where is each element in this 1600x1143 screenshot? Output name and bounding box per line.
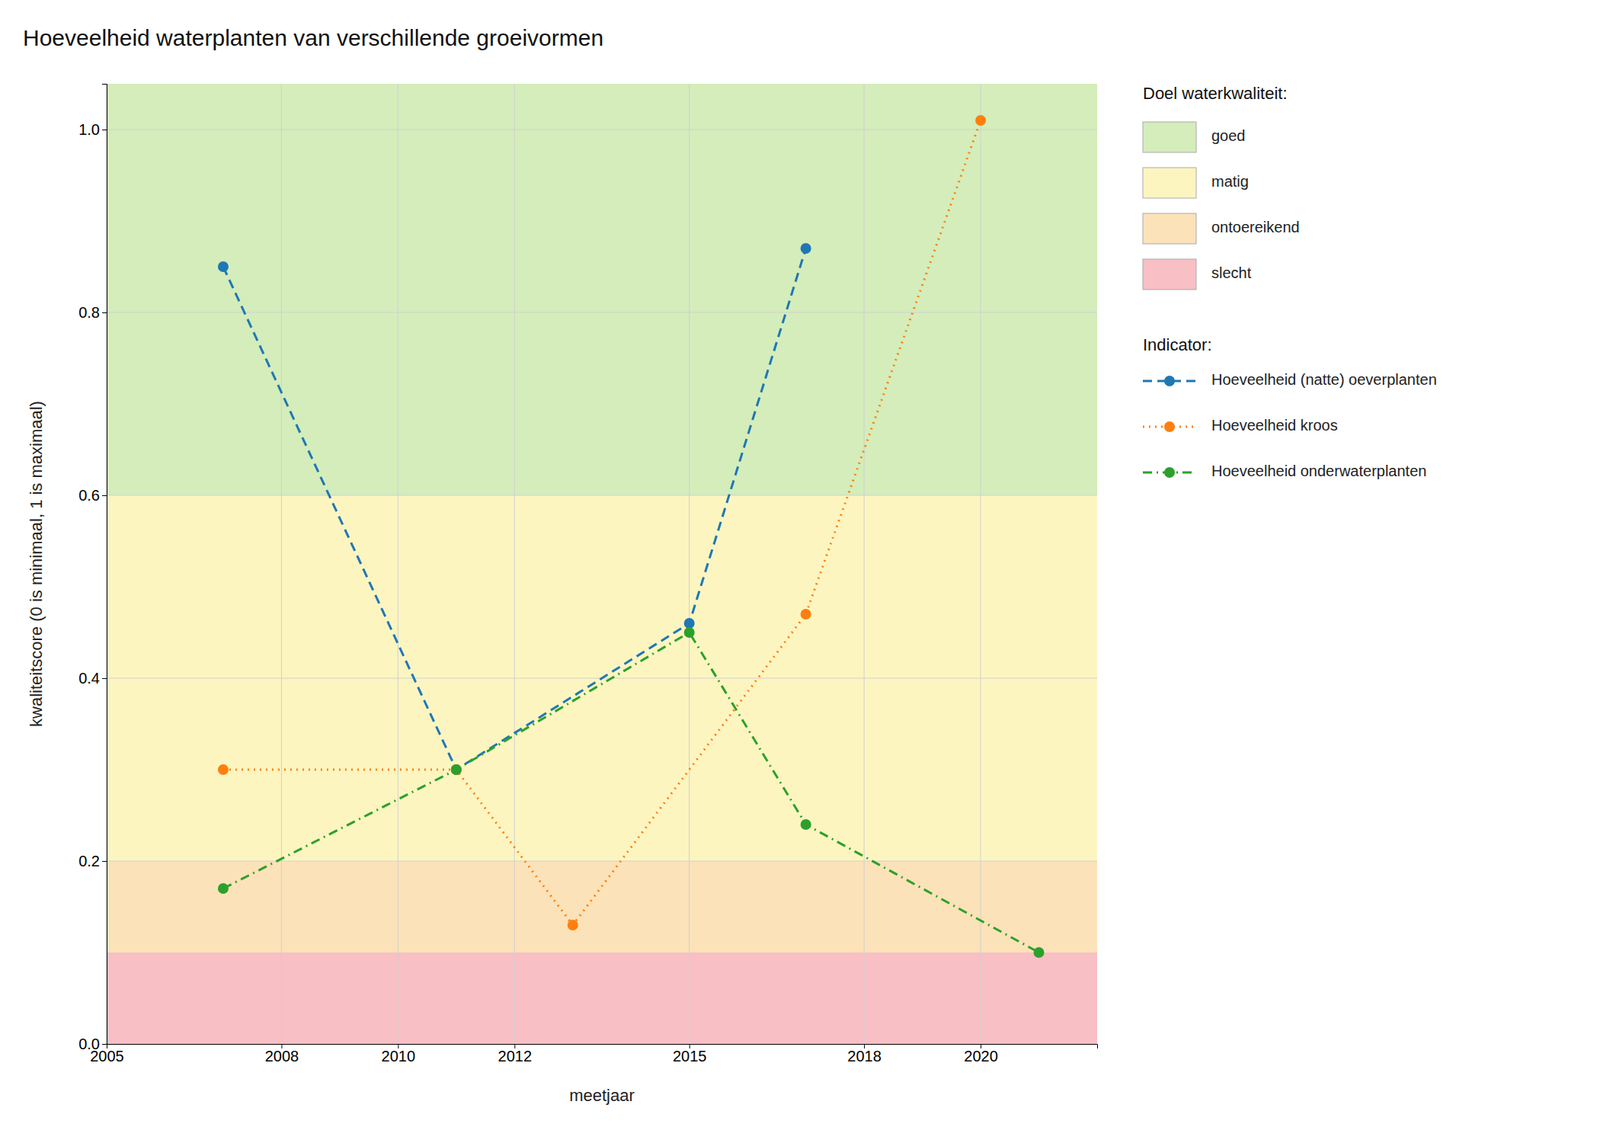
y-tick-mark bbox=[102, 860, 107, 862]
legend-label: Hoeveelheid onderwaterplanten bbox=[1211, 462, 1427, 480]
grid-line-y bbox=[106, 312, 1098, 314]
legend-title: Indicator: bbox=[1142, 335, 1213, 355]
x-tick-label: 2008 bbox=[265, 1047, 300, 1065]
x-axis-title: meetjaar bbox=[569, 1085, 635, 1105]
legend-label: slecht bbox=[1211, 264, 1252, 282]
x-axis: 2005200820102012201520182020 bbox=[89, 1043, 1098, 1065]
grid bbox=[106, 83, 1098, 1044]
legend-label: goed bbox=[1211, 127, 1246, 144]
y-tick-label: 0.6 bbox=[78, 486, 100, 504]
y-tick: 0.4 bbox=[78, 669, 107, 687]
legend-label: matig bbox=[1211, 172, 1249, 190]
series-line bbox=[223, 632, 1040, 953]
x-tick-label: 2015 bbox=[672, 1047, 708, 1065]
legend: Doel waterkwaliteit: goed matig ontoereiken… bbox=[1142, 83, 1437, 480]
legend-marker bbox=[1164, 375, 1175, 387]
series-point bbox=[684, 617, 695, 629]
grid-line-x bbox=[397, 83, 399, 1044]
series bbox=[217, 115, 1045, 958]
y-tick-mark bbox=[102, 678, 107, 679]
legend-title: Doel waterkwaliteit: bbox=[1142, 83, 1288, 103]
series-point bbox=[684, 627, 695, 638]
y-tick-label: 0.8 bbox=[78, 304, 100, 321]
grid-line-x bbox=[688, 83, 690, 1044]
series-line bbox=[223, 248, 807, 770]
y-tick-label: 1.0 bbox=[78, 121, 100, 138]
x-tick: 2020 bbox=[963, 1043, 999, 1065]
band bbox=[106, 860, 1098, 953]
legend-swatch bbox=[1142, 259, 1197, 290]
x-tick-label: 2012 bbox=[498, 1047, 533, 1065]
grid-line-x bbox=[514, 83, 516, 1044]
series-point bbox=[975, 115, 986, 126]
series-point bbox=[451, 764, 462, 775]
x-tick: 2008 bbox=[265, 1043, 300, 1065]
grid-line-y bbox=[106, 860, 1098, 862]
grid-line-x bbox=[281, 83, 282, 1044]
grid-line-x bbox=[864, 83, 865, 1044]
series-line bbox=[223, 120, 981, 925]
legend-marker bbox=[1164, 421, 1175, 432]
y-tick-mark bbox=[102, 495, 107, 496]
y-tick-label: 0.4 bbox=[78, 669, 100, 687]
legend-marker bbox=[1164, 467, 1175, 478]
y-axis: 0.0 0.2 0.4 0.6 0.8 1.0 bbox=[78, 84, 107, 1053]
x-tick-label: 2018 bbox=[847, 1047, 882, 1065]
y-axis-title: kwaliteitscore (0 is minimaal, 1 is maxi… bbox=[26, 400, 46, 727]
series-point bbox=[451, 764, 462, 775]
marks bbox=[106, 83, 1098, 1044]
y-tick-label: 0.2 bbox=[78, 852, 100, 870]
y-tick: 1.0 bbox=[78, 121, 107, 138]
x-axis-line bbox=[107, 1044, 1098, 1050]
legend-label: Hoeveelheid (natte) oeverplanten bbox=[1211, 371, 1437, 388]
grid-line-y bbox=[106, 495, 1098, 496]
band bbox=[106, 952, 1098, 1044]
grid-line-x bbox=[980, 83, 982, 1044]
series-point bbox=[800, 243, 812, 254]
title: Hoeveelheid waterplanten van verschillen… bbox=[22, 25, 604, 51]
chart: 20052008201020122015201820200.00.20.40.6… bbox=[0, 0, 1600, 1143]
y-tick: 0.0 bbox=[78, 1035, 107, 1053]
legend-swatch bbox=[1142, 121, 1197, 153]
legend-swatch bbox=[1142, 213, 1197, 244]
plot: 20052008201020122015201820200.00.20.40.6… bbox=[26, 83, 1098, 1105]
legend-label: ontoereikend bbox=[1211, 218, 1300, 236]
series-point bbox=[800, 608, 812, 620]
y-axis-line bbox=[102, 84, 108, 1045]
series-point bbox=[567, 919, 579, 931]
series-point bbox=[217, 764, 229, 775]
band bbox=[106, 83, 1098, 496]
y-tick: 0.6 bbox=[78, 486, 107, 504]
y-tick: 0.8 bbox=[78, 304, 107, 321]
x-tick: 2010 bbox=[381, 1043, 416, 1065]
y-tick-mark bbox=[102, 129, 107, 131]
series-point bbox=[217, 261, 229, 272]
bands bbox=[106, 83, 1098, 1044]
x-tick: 2015 bbox=[672, 1043, 708, 1065]
legend-swatch bbox=[1142, 167, 1197, 199]
legend-label: Hoeveelheid kroos bbox=[1211, 416, 1338, 434]
grid-line-y bbox=[106, 129, 1098, 131]
series-point bbox=[1033, 947, 1045, 958]
x-tick: 2012 bbox=[498, 1043, 533, 1065]
series-point bbox=[800, 819, 812, 830]
series-point bbox=[451, 764, 462, 775]
x-tick-label: 2010 bbox=[381, 1047, 416, 1065]
y-tick-mark bbox=[102, 312, 107, 314]
x-tick-label: 2020 bbox=[963, 1047, 999, 1065]
y-tick-mark bbox=[102, 1043, 107, 1045]
series-point bbox=[217, 883, 229, 894]
x-tick: 2018 bbox=[847, 1043, 882, 1065]
y-tick: 0.2 bbox=[78, 852, 107, 870]
y-tick-label: 0.0 bbox=[78, 1035, 100, 1053]
